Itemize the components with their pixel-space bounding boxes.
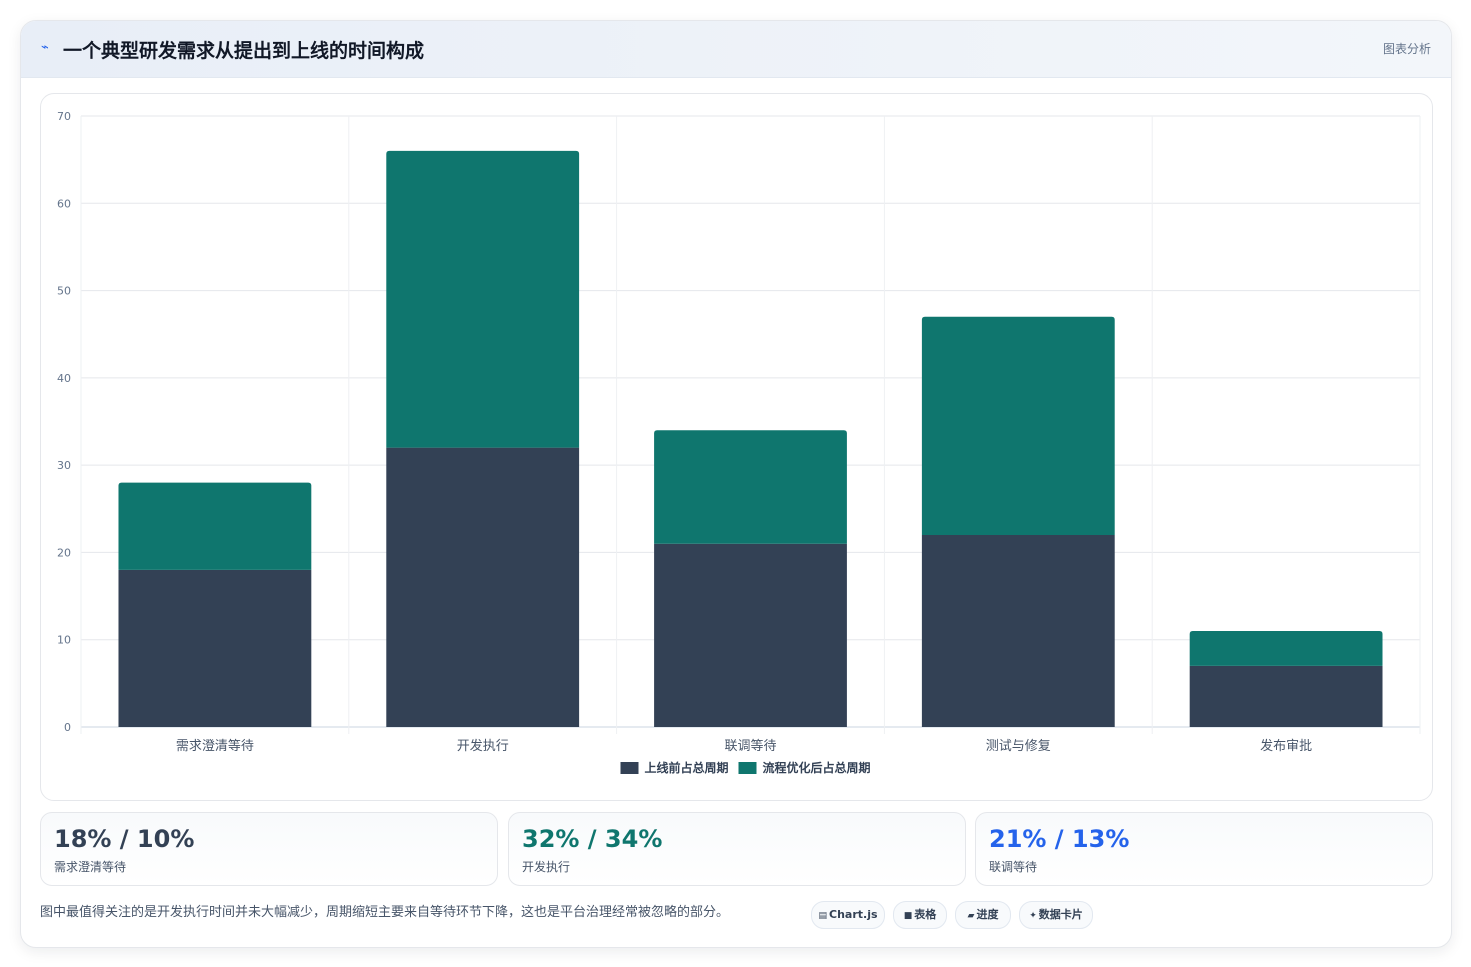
chart-note: 图中最值得关注的是开发执行时间并未大幅减少，周期缩短主要来自等待环节下降，这也是…: [40, 905, 730, 920]
stat-card-3: 21% / 13% 联调等待: [975, 812, 1433, 886]
bar-segment: [386, 150, 580, 448]
stacked-bar-chart: 0 10 20 30 40 50 60 70 需求澄清等待 开发执行 联调等待 测试与修复 发布审批上线…: [57, 110, 1421, 775]
stat-label: 需求澄清等待: [54, 860, 127, 874]
legend-swatch: [738, 762, 757, 774]
y-tick-label: 10: [57, 634, 71, 647]
y-tick-label: 60: [57, 197, 71, 210]
chart-card: 0 10 20 30 40 50 60 70 需求澄清等待 开发执行 联调等待 测试与修复 发布审批上线…: [40, 93, 1433, 801]
lightning-icon: ⌁: [41, 40, 49, 55]
stat-card-2: 32% / 34% 开发执行: [508, 812, 966, 886]
chip-label: 数据卡片: [1038, 908, 1083, 921]
sparkle-icon: ✦: [1029, 911, 1037, 921]
table-icon: ■: [903, 911, 913, 921]
chart-icon: ▤: [818, 911, 827, 921]
stat-value: 21% / 13%: [989, 825, 1130, 853]
y-tick-label: 50: [57, 285, 71, 298]
chip-label: 进度: [976, 908, 999, 921]
chip-label: Chart.js: [829, 908, 878, 921]
bar-segment: [386, 447, 580, 727]
x-tick-label: 测试与修复: [986, 739, 1051, 754]
chip-table[interactable]: ■ 表格: [893, 901, 947, 929]
bar-segment: [1189, 665, 1383, 727]
legend-swatch: [620, 762, 639, 774]
y-tick-label: 0: [64, 721, 71, 734]
stat-label: 开发执行: [522, 860, 571, 874]
y-tick-label: 20: [57, 546, 71, 559]
header-tag: 图表分析: [1382, 42, 1431, 56]
bar-segment: [921, 534, 1115, 727]
y-tick-label: 30: [57, 459, 71, 472]
x-tick-label: 发布审批: [1260, 738, 1312, 754]
chip-chartjs[interactable]: ▤ Chart.js: [811, 901, 885, 929]
bar-segment: [921, 316, 1115, 535]
stat-value: 18% / 10%: [54, 825, 195, 853]
bar-segment: [1189, 630, 1383, 666]
x-tick-label: 联调等待: [724, 738, 776, 754]
progress-icon: ▰: [967, 911, 975, 921]
bar-segment: [654, 543, 847, 727]
legend-label: 上线前占总周期: [645, 760, 729, 775]
chart-panel: ⌁ 一个典型研发需求从提出到上线的时间构成 图表分析 0 10 20 30 40 50 60…: [20, 20, 1452, 948]
y-tick-label: 40: [57, 372, 71, 385]
page-title: 一个典型研发需求从提出到上线的时间构成: [63, 40, 425, 62]
chip-progress[interactable]: ▰ 进度: [955, 901, 1011, 929]
chip-data-card[interactable]: ✦ 数据卡片: [1019, 901, 1093, 929]
stat-card-1: 18% / 10% 需求澄清等待: [40, 812, 498, 886]
stat-label: 联调等待: [989, 860, 1038, 874]
legend-label: 流程优化后占总周期: [763, 760, 871, 775]
y-tick-label: 70: [57, 110, 71, 123]
stat-value: 32% / 34%: [522, 825, 663, 853]
x-tick-label: 需求澄清等待: [176, 738, 254, 754]
chip-label: 表格: [914, 908, 937, 921]
bar-segment: [118, 482, 312, 570]
x-tick-label: 开发执行: [457, 738, 509, 754]
panel-header: ⌁ 一个典型研发需求从提出到上线的时间构成 图表分析: [21, 21, 1451, 78]
bar-segment: [118, 569, 312, 727]
bar-segment: [654, 430, 847, 544]
